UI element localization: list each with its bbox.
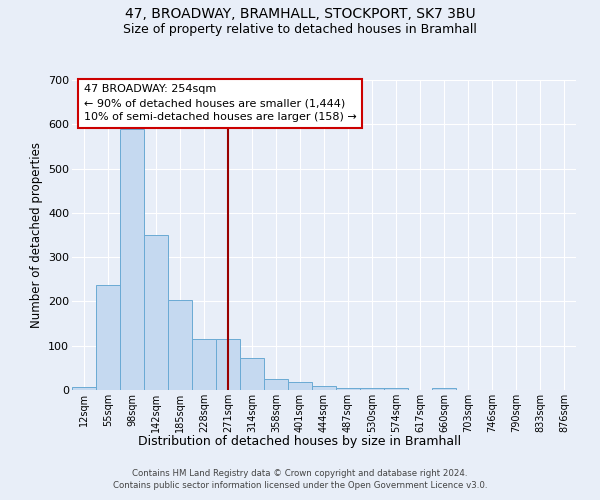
- Bar: [216, 338, 240, 390]
- Text: Distribution of detached houses by size in Bramhall: Distribution of detached houses by size …: [139, 435, 461, 448]
- Bar: [72, 387, 96, 390]
- Text: 47 BROADWAY: 254sqm
← 90% of detached houses are smaller (1,444)
10% of semi-det: 47 BROADWAY: 254sqm ← 90% of detached ho…: [84, 84, 357, 122]
- Bar: [360, 388, 384, 390]
- Text: 47, BROADWAY, BRAMHALL, STOCKPORT, SK7 3BU: 47, BROADWAY, BRAMHALL, STOCKPORT, SK7 3…: [125, 8, 475, 22]
- Y-axis label: Number of detached properties: Number of detached properties: [29, 142, 43, 328]
- Bar: [432, 388, 456, 390]
- Bar: [336, 388, 360, 390]
- Bar: [264, 379, 288, 390]
- Text: Contains HM Land Registry data © Crown copyright and database right 2024.
Contai: Contains HM Land Registry data © Crown c…: [113, 468, 487, 490]
- Bar: [168, 300, 192, 390]
- Bar: [384, 388, 408, 390]
- Text: Size of property relative to detached houses in Bramhall: Size of property relative to detached ho…: [123, 22, 477, 36]
- Bar: [144, 235, 168, 390]
- Bar: [288, 382, 312, 390]
- Bar: [96, 285, 120, 390]
- Bar: [192, 338, 216, 390]
- Bar: [240, 358, 264, 390]
- Bar: [120, 128, 144, 390]
- Bar: [312, 386, 336, 390]
